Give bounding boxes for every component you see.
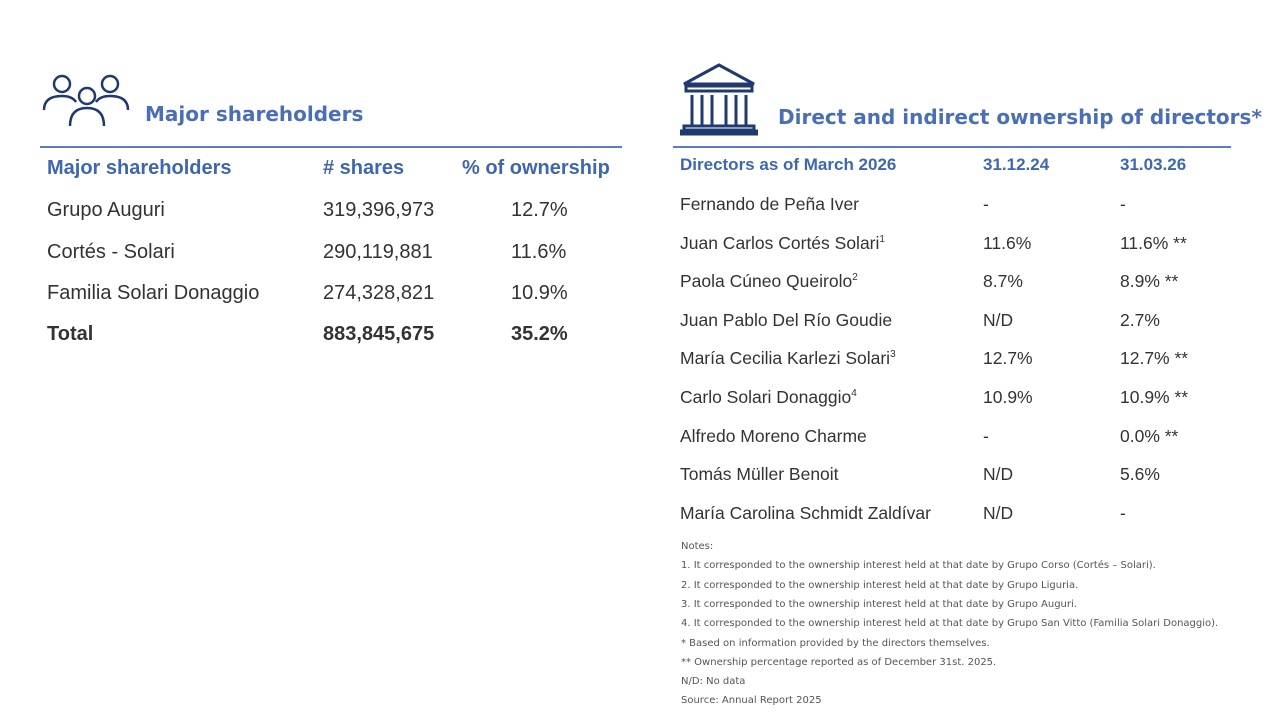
note: ** Ownership percentage reported as of D…	[681, 656, 997, 668]
note: 1. It corresponded to the ownership inte…	[681, 560, 1156, 572]
total-cell: Total	[47, 323, 94, 345]
cell: 2.7%	[1120, 309, 1160, 330]
cell: 8.9% **	[1120, 271, 1179, 292]
cell: Familia Solari Donaggio	[47, 282, 260, 304]
director-name: Paola Cúneo Queirolo2	[680, 271, 858, 292]
cell: 11.6%	[983, 232, 1032, 253]
cell: N/D	[983, 464, 1014, 485]
right-title: Direct and indirect ownership of directo…	[778, 105, 1262, 129]
director-name: Carlo Solari Donaggio4	[680, 387, 857, 408]
name: Juan Carlos Cortés Solari	[680, 232, 880, 253]
cell: 10.9% **	[1120, 387, 1189, 407]
note: Notes:	[681, 541, 714, 552]
cell: N/D	[983, 502, 1014, 523]
name: Tomás Müller Benoit	[680, 464, 839, 485]
cell: 12.7%	[511, 199, 568, 221]
cell: Cortés - Solari	[47, 240, 175, 263]
footnote-ref: 1	[879, 233, 885, 245]
cell: 5.6%	[1120, 464, 1160, 485]
footnote-ref: 4	[851, 388, 857, 400]
header-cell: 31.03.26	[1120, 155, 1187, 174]
header-cell: Directors as of March 2026	[680, 155, 897, 174]
name: Paola Cúneo Queirolo	[680, 271, 853, 292]
note: N/D: No data	[681, 676, 746, 688]
director-name: Tomás Müller Benoit	[680, 464, 839, 485]
cell: 11.6%	[511, 240, 567, 263]
note: 4. It corresponded to the ownership inte…	[681, 618, 1219, 630]
name: Fernando de Peña Iver	[680, 194, 860, 214]
people-icon	[42, 74, 130, 127]
note: * Based on information provided by the d…	[681, 637, 990, 649]
director-name: María Cecilia Karlezi Solari3	[680, 348, 896, 369]
header-cell: 31.12.24	[983, 155, 1050, 174]
cell: 8.7%	[983, 271, 1023, 292]
director-name: Alfredo Moreno Charme	[680, 426, 867, 447]
footnote-ref: 3	[890, 349, 896, 361]
note: Source: Annual Report 2025	[681, 695, 822, 707]
name: María Cecilia Karlezi Solari	[680, 348, 891, 369]
cell: N/D	[983, 309, 1014, 330]
cell: 10.9%	[511, 282, 568, 304]
total-cell: 883,845,675	[323, 323, 435, 345]
cell: Grupo Auguri	[47, 199, 165, 221]
cell: 274,328,821	[323, 282, 435, 304]
director-name: María Carolina Schmidt Zaldívar	[680, 503, 931, 524]
cell: 319,396,973	[323, 199, 435, 221]
right-rule	[673, 146, 1231, 148]
cell: -	[1120, 502, 1126, 523]
cell: -	[983, 194, 989, 214]
cell: 12.7% **	[1120, 348, 1189, 369]
director-name: Fernando de Peña Iver	[680, 194, 859, 215]
director-name: Juan Carlos Cortés Solari1	[680, 233, 885, 254]
header-cell: % of ownership	[462, 157, 610, 179]
footnote-ref: 2	[852, 272, 858, 284]
name: Juan Pablo Del Río Goudie	[680, 309, 893, 330]
note: 3. It corresponded to the ownership inte…	[681, 598, 1077, 610]
header-cell: # shares	[323, 157, 405, 179]
note: 2. It corresponded to the ownership inte…	[681, 579, 1079, 591]
left-rule	[40, 146, 622, 148]
cell: 10.9%	[983, 387, 1033, 407]
cell: 0.0% **	[1120, 425, 1179, 446]
cell: 290,119,881	[323, 240, 433, 263]
cell: -	[983, 425, 989, 446]
cell: -	[1120, 194, 1126, 214]
director-name: Juan Pablo Del Río Goudie	[680, 310, 892, 331]
cell: 11.6% **	[1120, 232, 1187, 253]
name: María Carolina Schmidt Zaldívar	[680, 502, 931, 523]
header-cell: Major shareholders	[47, 157, 232, 179]
left-title: Major shareholders	[145, 102, 364, 126]
name: Alfredo Moreno Charme	[680, 425, 867, 446]
total-cell: 35.2%	[511, 323, 568, 345]
name: Carlo Solari Donaggio	[680, 387, 852, 407]
bank-icon	[680, 63, 758, 136]
cell: 12.7%	[983, 348, 1033, 369]
